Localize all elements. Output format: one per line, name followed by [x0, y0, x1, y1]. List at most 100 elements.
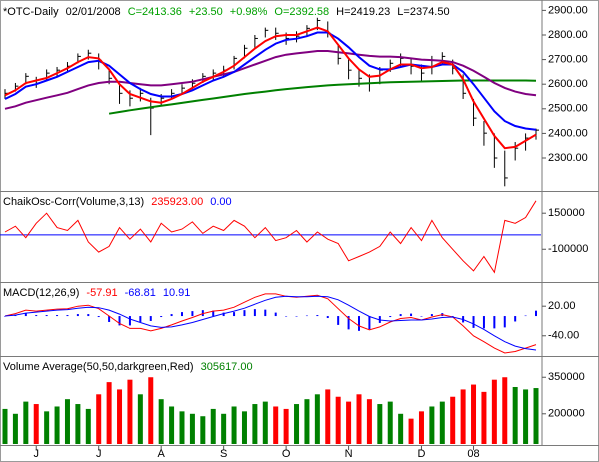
y-tick-label: 2900.00: [548, 4, 588, 16]
macd-histogram-bar: [274, 312, 277, 317]
volume-bar: [273, 406, 279, 444]
volume-bar: [169, 406, 175, 444]
macd-histogram-bar: [430, 314, 433, 317]
volume-bar: [85, 408, 91, 444]
y-tick-label: 2700.00: [548, 53, 588, 65]
volume-bar: [533, 388, 539, 444]
header-text: +0.98%: [230, 6, 268, 18]
volume-bar: [325, 389, 331, 444]
header-text: O=2392.58: [274, 6, 329, 18]
header-text: L=2374.50: [397, 6, 449, 18]
volume-bar: [44, 411, 50, 444]
macd-histogram-bar: [399, 314, 402, 317]
header-text: 0.00: [210, 196, 231, 208]
header-text: ChaikOsc-Corr(Volume,3,13): [3, 196, 144, 208]
volume-bar: [439, 401, 445, 444]
macd-histogram-bar: [149, 316, 152, 321]
macd-histogram-bar: [285, 316, 288, 317]
macd-histogram-bar: [222, 312, 225, 317]
volume-bar: [335, 396, 341, 444]
x-tick-label: A: [158, 448, 166, 460]
macd-histogram-bar: [35, 315, 38, 317]
macd-line: [4, 295, 537, 351]
y-tick-label: 20.00: [548, 300, 576, 312]
header-text: 10.91: [163, 287, 191, 299]
volume-bar: [481, 391, 487, 444]
volume-bar: [158, 399, 164, 444]
volume-bar: [314, 394, 320, 444]
volume-bar: [387, 401, 393, 444]
macd-histogram-bar: [493, 316, 496, 329]
volume-bar: [471, 384, 477, 444]
x-tick-label: J: [96, 448, 102, 460]
header-text: H=2419.23: [336, 6, 390, 18]
volume-bar: [377, 404, 383, 444]
header-text: Volume Average(50,50,darkgreen,Red): [3, 361, 194, 373]
y-tick-label: 2800.00: [548, 29, 588, 41]
moving-average: [4, 50, 537, 110]
volume-bar: [283, 408, 289, 444]
volume-bar: [2, 408, 8, 444]
macd-histogram-bar: [191, 311, 194, 317]
y-tick-label: 150000: [548, 207, 585, 219]
y-tick-label: 350000: [548, 371, 585, 383]
header-text: +23.50: [189, 6, 223, 18]
volume-bar: [252, 404, 258, 444]
volume-bar: [96, 394, 102, 444]
volume-bar: [106, 382, 112, 444]
volume-bar: [117, 389, 123, 444]
macd-histogram-bar: [181, 312, 183, 317]
y-tick-label: -40.00: [548, 330, 579, 342]
volume-bar: [200, 416, 206, 444]
y-tick-label: 200000: [548, 408, 585, 420]
macd-histogram-bar: [535, 310, 537, 317]
volume-bar: [502, 377, 508, 444]
volume-bar: [450, 396, 456, 444]
header-text: -57.91: [86, 287, 117, 299]
macd-histogram-bar: [160, 316, 163, 318]
macd-histogram-bar: [326, 316, 329, 319]
volume-bar: [189, 413, 195, 444]
volume-bar: [241, 411, 247, 444]
macd-histogram-bar: [76, 314, 79, 317]
volume-bar: [398, 413, 404, 444]
oscillator-line: [4, 200, 537, 274]
volume-bar: [137, 394, 143, 444]
x-tick-label: D: [417, 448, 425, 460]
macd-histogram-bar: [66, 315, 69, 317]
macd-histogram-bar: [24, 313, 27, 317]
volume-bar: [221, 413, 227, 444]
y-tick-label: -100000: [548, 243, 588, 255]
moving-average: [108, 79, 537, 115]
header-text: 235923.00: [151, 196, 203, 208]
macd-histogram-bar: [118, 316, 121, 326]
volume-bar: [54, 406, 60, 444]
header-text: MACD(12,26,9): [3, 287, 79, 299]
macd-histogram-bar: [243, 310, 246, 317]
macd-histogram-bar: [170, 314, 173, 317]
volume-bar: [231, 406, 237, 444]
y-tick-label: 2400.00: [548, 127, 588, 139]
volume-bar: [294, 404, 300, 444]
volume-bar: [148, 377, 154, 444]
volume-bar: [491, 379, 497, 444]
x-tick-label: O: [282, 448, 291, 460]
macd-histogram-bar: [524, 315, 527, 317]
macd-histogram-bar: [503, 316, 506, 328]
macd-histogram-bar: [295, 316, 298, 317]
header-text: C=2413.36: [128, 6, 182, 18]
moving-average: [4, 26, 537, 150]
header-text: *OTC-Daily: [3, 6, 59, 18]
macd-histogram-bar: [410, 313, 413, 317]
volume-bar: [179, 411, 185, 444]
x-tick-label: S: [220, 448, 227, 460]
volume-bar: [346, 401, 352, 444]
macd-histogram-bar: [347, 316, 350, 330]
x-tick-label: 08: [467, 448, 479, 460]
macd-histogram-bar: [305, 315, 308, 317]
volume-bar: [262, 401, 268, 444]
macd-histogram-bar: [253, 309, 256, 317]
macd-histogram-bar: [316, 315, 319, 317]
